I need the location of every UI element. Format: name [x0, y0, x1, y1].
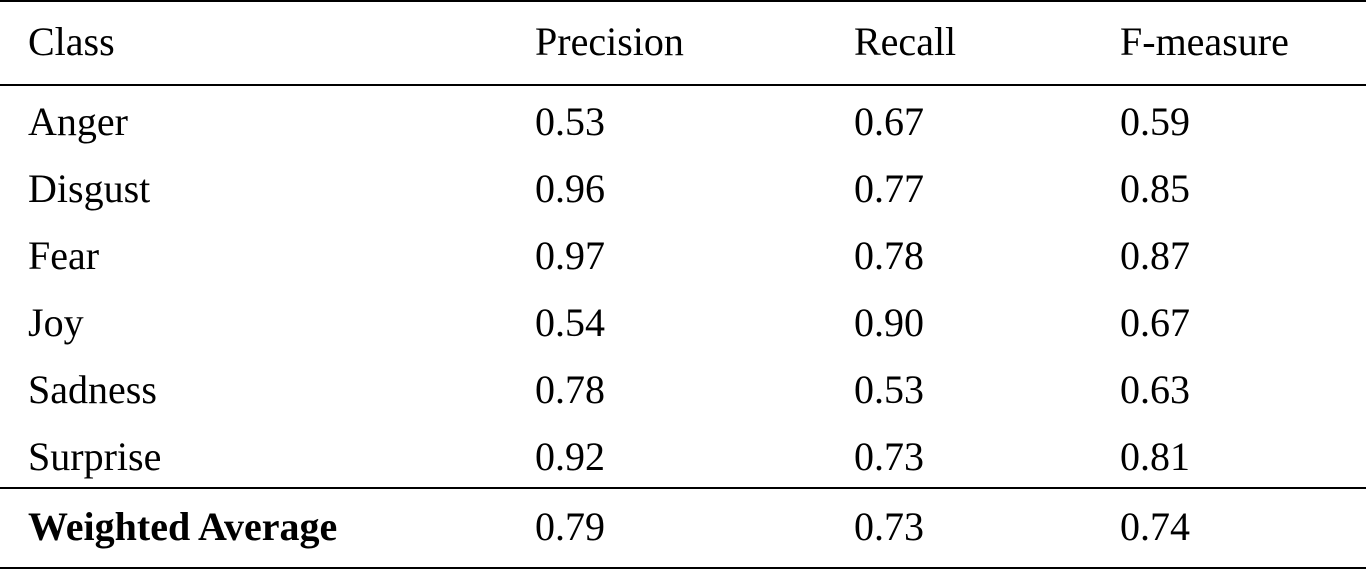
- class-cell: Surprise: [28, 434, 162, 479]
- table-row: Fear 0.97 0.78 0.87: [0, 226, 1366, 286]
- class-cell: Disgust: [28, 166, 151, 211]
- top-rule: [0, 0, 1366, 2]
- header-recall: Recall: [854, 19, 957, 64]
- table-row: Anger 0.53 0.67 0.59: [0, 92, 1366, 152]
- weighted-f-measure: 0.74: [1120, 504, 1190, 549]
- recall-cell: 0.90: [854, 300, 924, 345]
- table-row: Sadness 0.78 0.53 0.63: [0, 360, 1366, 420]
- f-measure-cell: 0.81: [1120, 434, 1190, 479]
- footer-rule: [0, 487, 1366, 489]
- f-measure-cell: 0.67: [1120, 300, 1190, 345]
- header-precision: Precision: [535, 19, 684, 64]
- recall-cell: 0.67: [854, 99, 924, 144]
- table-row: Surprise 0.92 0.73 0.81: [0, 427, 1366, 487]
- precision-cell: 0.53: [535, 99, 605, 144]
- bottom-rule: [0, 567, 1366, 569]
- precision-cell: 0.54: [535, 300, 605, 345]
- weighted-recall: 0.73: [854, 504, 924, 549]
- recall-cell: 0.73: [854, 434, 924, 479]
- precision-cell: 0.92: [535, 434, 605, 479]
- class-cell: Anger: [28, 99, 128, 144]
- recall-cell: 0.77: [854, 166, 924, 211]
- precision-cell: 0.96: [535, 166, 605, 211]
- header-f-measure: F-measure: [1120, 19, 1289, 64]
- f-measure-cell: 0.87: [1120, 233, 1190, 278]
- class-cell: Joy: [28, 300, 84, 345]
- table-row: Joy 0.54 0.90 0.67: [0, 293, 1366, 353]
- precision-cell: 0.97: [535, 233, 605, 278]
- table-header-row: Class Precision Recall F-measure: [0, 12, 1366, 72]
- class-cell: Fear: [28, 233, 100, 278]
- precision-cell: 0.78: [535, 367, 605, 412]
- recall-cell: 0.78: [854, 233, 924, 278]
- f-measure-cell: 0.85: [1120, 166, 1190, 211]
- weighted-average-label: Weighted Average: [28, 504, 338, 549]
- header-class: Class: [28, 19, 115, 64]
- weighted-precision: 0.79: [535, 504, 605, 549]
- table-row: Disgust 0.96 0.77 0.85: [0, 159, 1366, 219]
- f-measure-cell: 0.59: [1120, 99, 1190, 144]
- table-footer-row: Weighted Average 0.79 0.73 0.74: [0, 497, 1366, 557]
- class-cell: Sadness: [28, 367, 157, 412]
- f-measure-cell: 0.63: [1120, 367, 1190, 412]
- recall-cell: 0.53: [854, 367, 924, 412]
- header-rule: [0, 84, 1366, 86]
